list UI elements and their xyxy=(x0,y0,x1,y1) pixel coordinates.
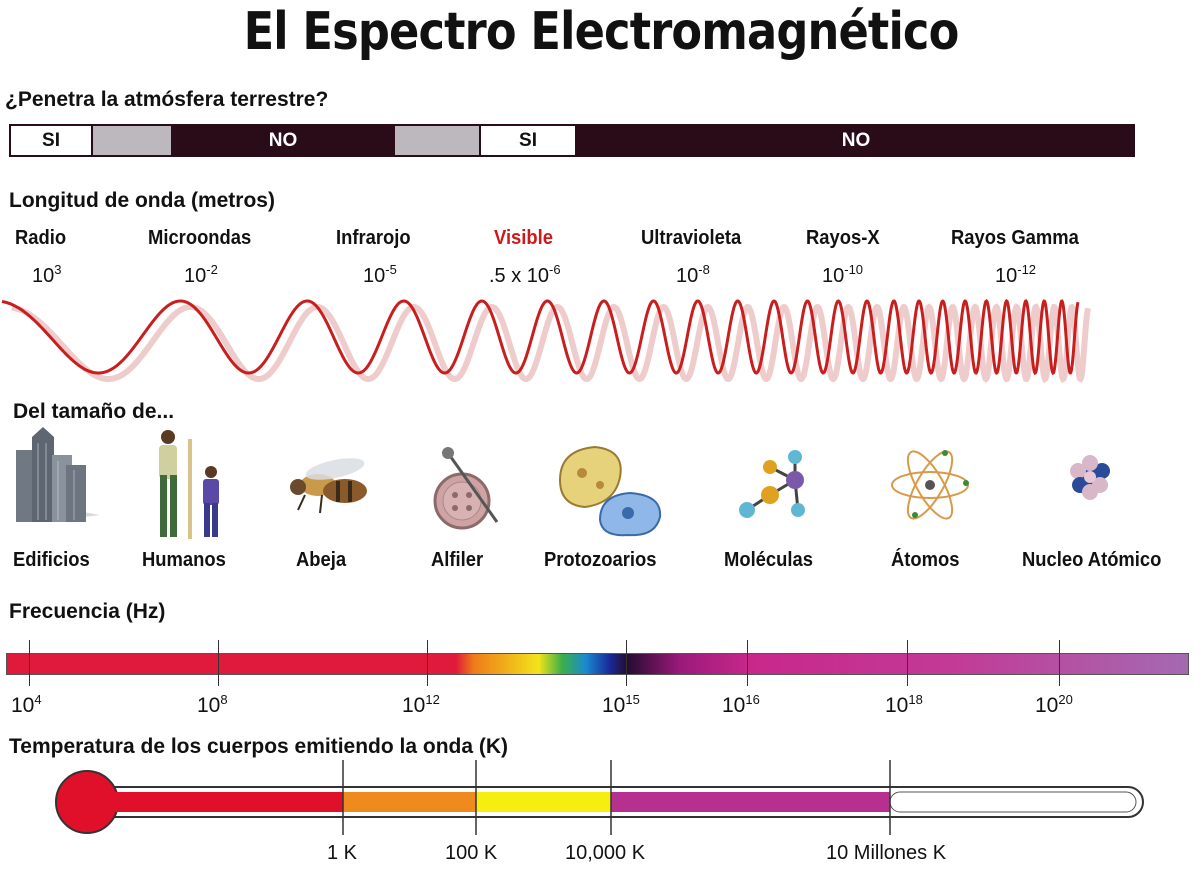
buildings-icon xyxy=(15,427,100,522)
wavelength-heading: Longitud de onda (metros) xyxy=(9,189,275,212)
frequency-tick-label: 104 xyxy=(11,692,42,717)
temperature-segment-magenta xyxy=(611,792,890,812)
band-visible-label: Visible xyxy=(494,227,553,249)
size-label-nucleus: Nucleo Atómico xyxy=(1022,549,1162,571)
band-infrared-label: Infrarojo xyxy=(336,227,411,249)
molecule-icon xyxy=(739,450,805,518)
thermometer xyxy=(55,760,1144,835)
temperature-segment-red xyxy=(95,792,343,812)
atmosphere-segment-partial xyxy=(395,124,479,157)
size-icons xyxy=(15,427,1110,539)
wavelength-value-infrared: 10-5 xyxy=(363,262,397,287)
frequency-tick-line xyxy=(626,640,627,686)
frequency-tick-line xyxy=(1059,640,1060,686)
size-label-atoms: Átomos xyxy=(891,549,960,571)
atom-icon xyxy=(891,450,969,520)
page-title: El Espectro Electromagnético xyxy=(243,2,960,62)
size-label-pin: Alfiler xyxy=(431,549,484,571)
protozoa-icon xyxy=(558,445,662,537)
band-radio-label: Radio xyxy=(15,227,67,249)
band-ultraviolet-label: Ultravioleta xyxy=(641,227,742,249)
temperature-segment-yellow xyxy=(476,792,611,812)
temperature-segment-orange xyxy=(343,792,476,812)
frequency-tick-line xyxy=(747,640,748,686)
atmosphere-segment-no: NO xyxy=(171,124,395,157)
wave-line xyxy=(1,299,1080,376)
wavelength-value-ultraviolet: 10-8 xyxy=(676,262,710,287)
frequency-tick-line xyxy=(29,640,30,686)
frequency-tick-label: 1015 xyxy=(602,692,640,717)
nucleus-icon xyxy=(1070,455,1110,500)
wavelength-wave xyxy=(1,299,1091,384)
atmosphere-segment-partial xyxy=(93,124,171,157)
bee-icon xyxy=(290,458,367,514)
humans-icon xyxy=(159,430,219,539)
size-label-humans: Humanos xyxy=(142,549,226,571)
wavelength-value-visible: .5 x 10-6 xyxy=(489,262,561,287)
frequency-tick-line xyxy=(907,640,908,686)
band-microwave-label: Microondas xyxy=(148,227,252,249)
size-label-protozoa: Protozoarios xyxy=(544,549,657,571)
pin-button-icon xyxy=(433,447,499,530)
wavelength-value-radio: 103 xyxy=(32,262,62,287)
temperature-heading: Temperatura de los cuerpos emitiendo la … xyxy=(9,735,509,758)
frequency-tick-line xyxy=(427,640,428,686)
size-label-molecules: Moléculas xyxy=(724,549,813,571)
frequency-heading: Frecuencia (Hz) xyxy=(9,600,166,623)
frequency-tick-label: 1012 xyxy=(402,692,440,717)
size-label-bee: Abeja xyxy=(296,549,347,571)
temperature-tick-label: 10,000 K xyxy=(565,842,646,864)
atmosphere-heading: ¿Penetra la atmósfera terrestre? xyxy=(5,88,329,111)
atmosphere-segment-no: NO xyxy=(577,124,1135,157)
wave-shadow xyxy=(11,303,1091,384)
temperature-segment-empty xyxy=(889,791,1137,813)
atmosphere-segment-si: SI xyxy=(9,124,93,157)
size-label-buildings: Edificios xyxy=(13,549,90,571)
wavelength-value-gamma: 10-12 xyxy=(995,262,1037,287)
frequency-bar xyxy=(6,653,1189,675)
size-heading: Del tamaño de... xyxy=(13,400,175,423)
frequency-tick-label: 1016 xyxy=(722,692,760,717)
temperature-tick-label: 10 Millones K xyxy=(826,842,947,864)
temperature-tick-label: 1 K xyxy=(327,842,358,864)
temperature-tick-label: 100 K xyxy=(445,842,498,864)
atmosphere-segment-si: SI xyxy=(479,124,577,157)
wavelength-value-xray: 10-10 xyxy=(822,262,864,287)
band-gamma-label: Rayos Gamma xyxy=(951,227,1079,249)
wavelength-value-microwave: 10-2 xyxy=(184,262,218,287)
frequency-tick-label: 108 xyxy=(197,692,228,717)
frequency-tick-label: 1020 xyxy=(1035,692,1073,717)
band-xray-label: Rayos-X xyxy=(806,227,880,249)
frequency-tick-label: 1018 xyxy=(885,692,923,717)
frequency-tick-line xyxy=(218,640,219,686)
